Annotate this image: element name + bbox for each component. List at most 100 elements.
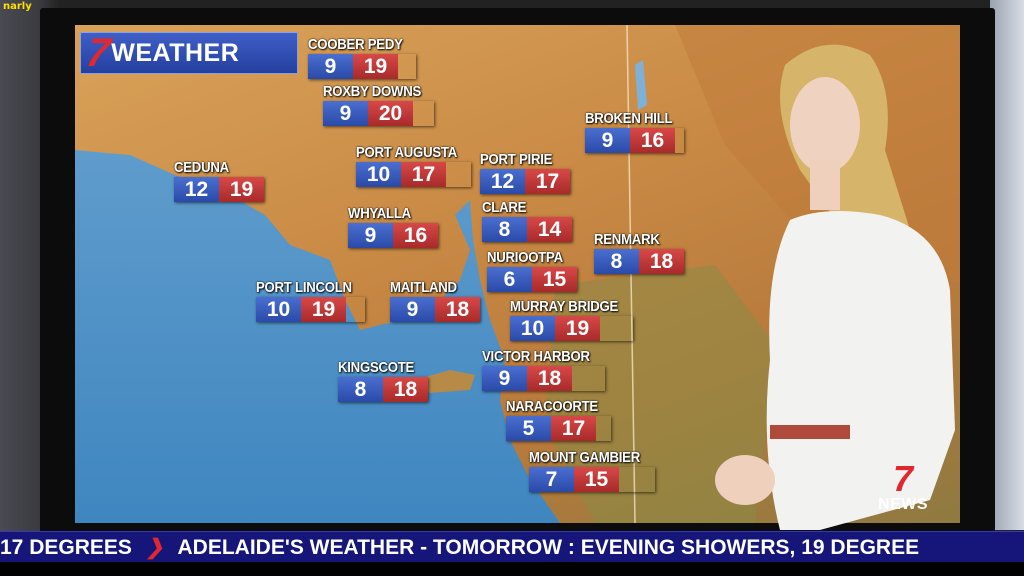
sea bbox=[75, 150, 560, 523]
seven-logo: 7 bbox=[83, 31, 114, 75]
city-name: WHYALLA bbox=[348, 205, 411, 222]
temperature-box: 6 15 bbox=[487, 267, 577, 292]
city-forecast: MAITLAND 9 18 bbox=[390, 279, 480, 322]
max-temp: 17 bbox=[401, 162, 446, 187]
city-name: COOBER PEDY bbox=[308, 36, 403, 53]
max-temp: 19 bbox=[301, 297, 346, 322]
temperature-box: 9 20 bbox=[323, 101, 434, 126]
max-temp: 18 bbox=[383, 377, 428, 402]
city-forecast: MURRAY BRIDGE 10 19 bbox=[510, 298, 633, 341]
max-temp: 17 bbox=[551, 416, 596, 441]
city-forecast: ROXBY DOWNS 9 20 bbox=[323, 83, 434, 126]
max-temp: 18 bbox=[435, 297, 480, 322]
city-forecast: COOBER PEDY 9 19 bbox=[308, 36, 416, 79]
min-temp: 9 bbox=[308, 54, 353, 79]
min-temp: 10 bbox=[356, 162, 401, 187]
city-name: MAITLAND bbox=[390, 279, 457, 296]
city-forecast: RENMARK 8 18 bbox=[594, 231, 684, 274]
min-temp: 9 bbox=[390, 297, 435, 322]
letterbox-bar bbox=[0, 562, 1024, 576]
city-name: ROXBY DOWNS bbox=[323, 83, 422, 100]
min-temp: 8 bbox=[594, 249, 639, 274]
min-temp: 12 bbox=[174, 177, 219, 202]
studio-wall bbox=[990, 0, 1024, 530]
city-name: MOUNT GAMBIER bbox=[529, 449, 640, 466]
city-name: PORT PIRIE bbox=[480, 151, 553, 168]
min-temp: 5 bbox=[506, 416, 551, 441]
ticker-text-right: ADELAIDE'S WEATHER - TOMORROW : EVENING … bbox=[177, 536, 920, 559]
city-name: CLARE bbox=[482, 199, 527, 216]
city-name: NARACOORTE bbox=[506, 398, 598, 415]
max-temp: 20 bbox=[368, 101, 413, 126]
max-temp: 19 bbox=[353, 54, 398, 79]
presenter-neck bbox=[810, 160, 840, 210]
max-temp: 19 bbox=[555, 316, 600, 341]
weather-title: WEATHER bbox=[111, 38, 240, 67]
min-temp: 9 bbox=[323, 101, 368, 126]
state-border bbox=[626, 25, 636, 523]
max-temp: 18 bbox=[639, 249, 684, 274]
channel-tag: narly bbox=[3, 1, 32, 12]
temperature-box: 9 18 bbox=[390, 297, 480, 322]
city-name: PORT AUGUSTA bbox=[356, 144, 457, 161]
city-name: CEDUNA bbox=[174, 159, 229, 176]
max-temp: 16 bbox=[393, 223, 438, 248]
min-temp: 9 bbox=[585, 128, 630, 153]
city-forecast: BROKEN HILL 9 16 bbox=[585, 110, 684, 153]
presenter-face bbox=[790, 77, 860, 173]
temperature-box: 12 19 bbox=[174, 177, 264, 202]
max-temp: 17 bbox=[525, 169, 570, 194]
presenter bbox=[715, 44, 955, 530]
temperature-box: 8 14 bbox=[482, 217, 572, 242]
min-temp: 9 bbox=[348, 223, 393, 248]
city-name: BROKEN HILL bbox=[585, 110, 673, 127]
news-ticker: 17 DEGREES ❯ ADELAIDE'S WEATHER - TOMORROW… bbox=[0, 531, 1024, 562]
news-text: NEWS bbox=[878, 496, 928, 513]
city-forecast: PORT LINCOLN 10 19 bbox=[256, 279, 365, 322]
city-name: NURIOOTPA bbox=[487, 249, 563, 266]
temperature-box: 7 15 bbox=[529, 467, 655, 492]
min-temp: 6 bbox=[487, 267, 532, 292]
temperature-box: 5 17 bbox=[506, 416, 611, 441]
green-region bbox=[545, 265, 775, 523]
seven-mark: 7 bbox=[892, 458, 914, 499]
lake bbox=[635, 60, 647, 110]
temperature-box: 9 18 bbox=[482, 366, 605, 391]
city-forecast: WHYALLA 9 16 bbox=[348, 205, 438, 248]
city-name: MURRAY BRIDGE bbox=[510, 298, 619, 315]
presenter-hands bbox=[715, 455, 775, 505]
presenter-belt bbox=[770, 425, 850, 439]
temperature-box: 10 17 bbox=[356, 162, 471, 187]
max-temp: 15 bbox=[532, 267, 577, 292]
temperature-box: 10 19 bbox=[510, 316, 633, 341]
temperature-box: 9 16 bbox=[585, 128, 684, 153]
min-temp: 12 bbox=[480, 169, 525, 194]
ticker-text-left: 17 DEGREES bbox=[0, 536, 132, 559]
min-temp: 7 bbox=[529, 467, 574, 492]
max-temp: 19 bbox=[219, 177, 264, 202]
min-temp: 8 bbox=[338, 377, 383, 402]
weather-brand: 7 WEATHER bbox=[80, 31, 298, 75]
min-temp: 10 bbox=[510, 316, 555, 341]
min-temp: 9 bbox=[482, 366, 527, 391]
seven-chevron-icon: ❯ bbox=[145, 536, 164, 559]
seven-news-logo: 7 NEWS bbox=[878, 458, 928, 514]
temperature-box: 12 17 bbox=[480, 169, 570, 194]
city-name: VICTOR HARBOR bbox=[482, 348, 590, 365]
min-temp: 8 bbox=[482, 217, 527, 242]
city-name: PORT LINCOLN bbox=[256, 279, 352, 296]
max-temp: 16 bbox=[630, 128, 675, 153]
city-forecast: KINGSCOTE 8 18 bbox=[338, 359, 428, 402]
temperature-box: 10 19 bbox=[256, 297, 365, 322]
temperature-box: 9 16 bbox=[348, 223, 438, 248]
temperature-box: 8 18 bbox=[594, 249, 684, 274]
temperature-box: 8 18 bbox=[338, 377, 428, 402]
city-name: KINGSCOTE bbox=[338, 359, 415, 376]
max-temp: 15 bbox=[574, 467, 619, 492]
city-forecast: PORT AUGUSTA 10 17 bbox=[356, 144, 471, 187]
min-temp: 10 bbox=[256, 297, 301, 322]
city-forecast: MOUNT GAMBIER 7 15 bbox=[529, 449, 655, 492]
city-forecast: NARACOORTE 5 17 bbox=[506, 398, 611, 441]
kangaroo-island bbox=[415, 370, 475, 393]
city-forecast: VICTOR HARBOR 9 18 bbox=[482, 348, 605, 391]
